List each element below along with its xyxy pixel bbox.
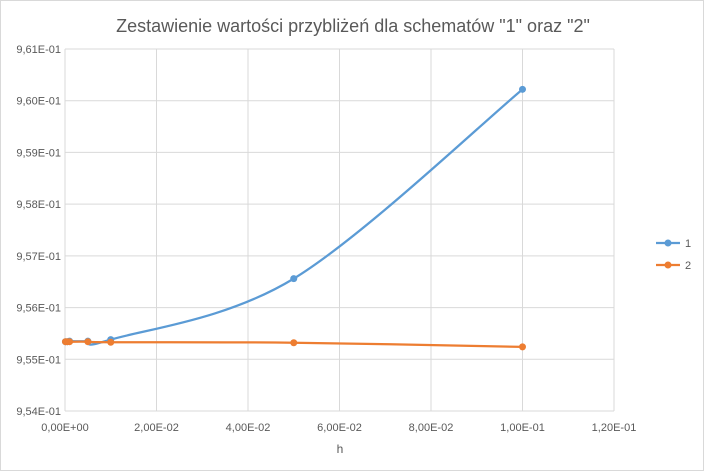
gridlines [64, 48, 615, 412]
x-axis-title: h [337, 442, 344, 456]
series-layer [61, 85, 526, 351]
legend-swatch-marker [664, 239, 672, 247]
y-tick-label: 9,54E-01 [16, 406, 61, 418]
y-tick-label: 9,61E-01 [16, 44, 61, 56]
legend: 12 [656, 238, 691, 272]
y-tick-label: 9,58E-01 [16, 199, 61, 211]
y-tick-label: 9,56E-01 [16, 303, 61, 315]
series-2-point [66, 338, 74, 346]
y-tick-label: 9,60E-01 [16, 96, 61, 108]
tick-labels: 9,54E-01 9,55E-01 9,56E-01 9,57E-01 9,58E-01… [16, 44, 636, 434]
series-2-point [519, 343, 526, 351]
chart-title: Zestawienie wartości przybliżeń dla sche… [116, 16, 590, 36]
series-2-point [84, 338, 92, 346]
legend-swatch-marker [664, 261, 672, 269]
series-1-point [519, 85, 526, 93]
x-tick-label: 6,00E-02 [317, 422, 362, 434]
x-tick-label: 8,00E-02 [409, 422, 454, 434]
y-tick-label: 9,55E-01 [16, 354, 61, 366]
legend-label: 2 [685, 260, 691, 272]
x-tick-label: 1,00E-01 [500, 422, 545, 434]
series-2-point [290, 339, 298, 347]
series-1-line [65, 88, 524, 346]
x-tick-label: 4,00E-02 [226, 422, 271, 434]
legend-label: 1 [685, 238, 691, 250]
series-1-point [290, 275, 298, 283]
x-tick-label: 2,00E-02 [134, 422, 179, 434]
x-tick-label: 1,20E-01 [592, 422, 637, 434]
series-2-point [107, 338, 115, 346]
x-tick-label: 0,00E+00 [41, 422, 88, 434]
y-tick-label: 9,57E-01 [16, 251, 61, 263]
y-tick-label: 9,59E-01 [16, 147, 61, 159]
